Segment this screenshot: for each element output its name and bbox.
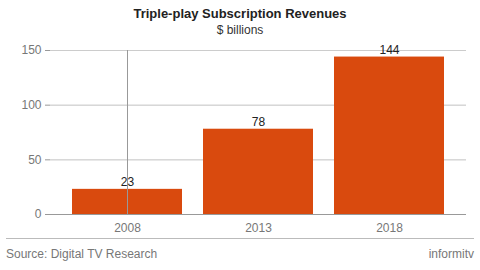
html-text:informitv: informitv: [428, 247, 474, 261]
svg-text:2008: 2008: [114, 221, 141, 235]
svg-text:23: 23: [121, 175, 135, 189]
svg-text:50: 50: [28, 153, 42, 167]
html-text:Source: Digital TV Research: Source: Digital TV Research: [6, 247, 158, 261]
svg-text:2018: 2018: [376, 221, 403, 235]
svg-text:144: 144: [379, 43, 399, 57]
svg-text:78: 78: [252, 115, 266, 129]
svg-text:0: 0: [35, 207, 42, 221]
svg-text:150: 150: [21, 43, 41, 57]
svg-text:2013: 2013: [245, 221, 272, 235]
svg-text:100: 100: [21, 98, 41, 112]
html-text:$ billions: $ billions: [216, 23, 264, 37]
html-text:Triple-play Subscription Reven: Triple-play Subscription Revenues: [133, 6, 347, 21]
